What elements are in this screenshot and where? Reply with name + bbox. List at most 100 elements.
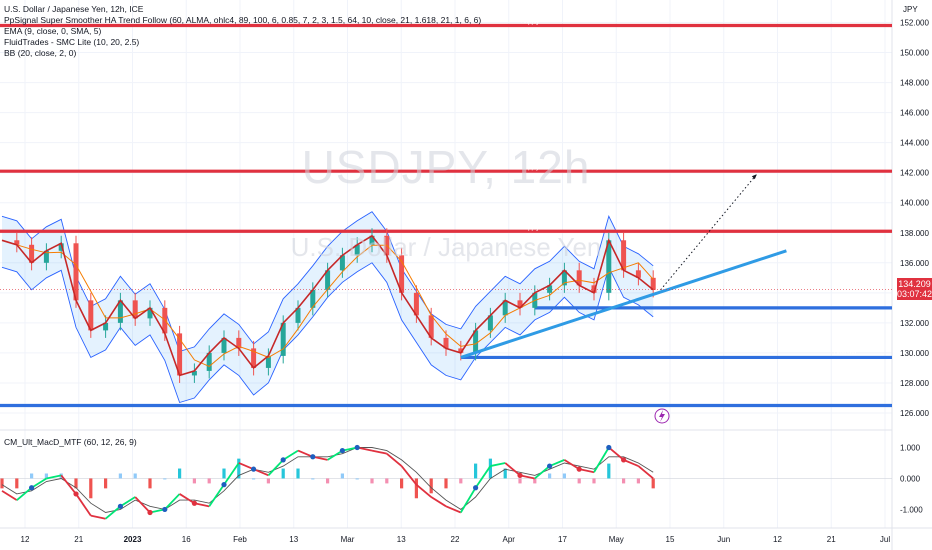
indicator-legend-bb[interactable]: BB (20, close, 2, 0) xyxy=(4,48,77,58)
macd-line-segment xyxy=(31,477,47,489)
macd-histogram-bar xyxy=(326,478,330,484)
macd-line-segment xyxy=(490,462,506,467)
macd-line-segment xyxy=(534,465,551,480)
candle-body xyxy=(280,322,286,356)
macd-line-segment xyxy=(1,490,18,501)
time-tick-label: 2023 xyxy=(124,535,142,544)
macd-histogram-bar xyxy=(518,478,522,484)
price-axis-unit: JPY xyxy=(903,5,918,14)
time-tick-label: Jun xyxy=(717,535,730,544)
candle-body xyxy=(473,330,479,353)
time-tick-label: Jul xyxy=(880,535,890,544)
macd-line-segment xyxy=(179,493,195,504)
macd-cross-dot xyxy=(162,506,168,513)
candle-body xyxy=(354,244,360,256)
time-tick-label: 21 xyxy=(827,535,836,544)
macd-line-segment xyxy=(327,449,343,461)
macd-cross-dot xyxy=(606,444,612,451)
candle-body xyxy=(88,300,94,331)
macd-histogram-bar xyxy=(252,478,256,480)
macd-line-segment xyxy=(504,462,521,477)
candle-body xyxy=(547,285,553,293)
macd-cross-dot xyxy=(29,485,35,491)
candle-body xyxy=(265,355,271,368)
candle-body xyxy=(325,270,331,290)
macd-histogram-bar xyxy=(592,478,596,484)
macd-histogram-bar xyxy=(133,473,137,479)
supply-zone-label: Supply xyxy=(521,225,539,231)
macd-line-segment xyxy=(549,459,565,467)
candle-body xyxy=(502,300,508,316)
macd-cross-dot xyxy=(310,454,316,460)
candle-body xyxy=(458,348,464,353)
candle-body xyxy=(428,315,434,338)
macd-line-segment xyxy=(623,459,639,467)
demand-zone-label: Demand xyxy=(834,351,857,357)
time-tick-label: Apr xyxy=(503,535,516,544)
macd-histogram-bar xyxy=(370,478,374,484)
candle-body xyxy=(369,235,375,245)
macd-histogram-bar xyxy=(15,478,19,489)
macd-line-segment xyxy=(208,484,225,507)
macd-line-segment xyxy=(445,505,462,514)
macd-histogram-bar xyxy=(459,478,463,484)
candle-body xyxy=(561,270,567,286)
current-price-value: 134.209 xyxy=(898,279,931,289)
macd-tick-label: 1.000 xyxy=(900,443,921,452)
symbol-legend: U.S. Dollar / Japanese Yen, 12h, ICE xyxy=(4,4,144,14)
macd-histogram-bar xyxy=(222,468,226,479)
time-tick-label: 21 xyxy=(74,535,83,544)
macd-line-segment xyxy=(75,493,92,517)
macd-line-segment xyxy=(223,462,240,486)
macd-line-segment xyxy=(563,459,580,470)
price-tick-label: 146.000 xyxy=(900,109,929,118)
macd-cross-dot xyxy=(517,472,523,478)
macd-histogram-bar xyxy=(89,478,93,499)
trendline xyxy=(460,249,787,359)
candle-body xyxy=(443,337,449,349)
macd-histogram-bar xyxy=(607,463,611,479)
macd-cross-dot xyxy=(191,500,197,506)
candle-body xyxy=(591,285,597,293)
macd-cross-dot xyxy=(473,485,479,491)
candle-body xyxy=(576,270,582,286)
macd-histogram-bar xyxy=(311,478,315,480)
macd-histogram-bar xyxy=(148,478,152,489)
indicator-legend-ema[interactable]: EMA (9, close, 0, SMA, 5) xyxy=(4,26,102,36)
candle-body xyxy=(58,243,64,251)
macd-cross-dot xyxy=(147,509,153,516)
macd-histogram-bar xyxy=(533,478,537,484)
macd-line-segment xyxy=(105,505,121,520)
candle-body xyxy=(413,292,419,316)
time-tick-label: 16 xyxy=(182,535,191,544)
candle-body xyxy=(251,348,257,368)
candle-body xyxy=(650,277,656,290)
macd-histogram-bar xyxy=(444,478,448,489)
macd-line-segment xyxy=(282,449,299,461)
macd-cross-dot xyxy=(621,457,627,463)
candle-body xyxy=(177,333,183,376)
candle-body xyxy=(43,250,49,263)
candle-body xyxy=(621,240,627,271)
candle-body xyxy=(487,315,493,331)
macd-line-segment xyxy=(430,496,447,508)
lightning-icon[interactable] xyxy=(654,408,670,424)
macd-histogram-bar xyxy=(385,478,389,484)
macd-cross-dot xyxy=(576,466,582,472)
indicator-legend-ppsignal[interactable]: PpSignal Super Smoother HA Trend Follow … xyxy=(4,15,482,25)
indicator-legend-smc[interactable]: FluidTrades - SMC Lite (10, 20, 2.5) xyxy=(4,37,140,47)
time-tick-label: Feb xyxy=(233,535,247,544)
macd-histogram-bar xyxy=(266,478,270,484)
macd-line-segment xyxy=(415,483,432,498)
candle-body xyxy=(14,240,20,245)
supply-zone-label: Supply xyxy=(521,20,539,26)
candle-body xyxy=(117,300,123,323)
macd-line-segment xyxy=(60,474,77,495)
macd-legend[interactable]: CM_Ult_MacD_MTF (60, 12, 26, 9) xyxy=(4,437,137,447)
macd-cross-dot xyxy=(339,447,345,454)
time-tick-label: 13 xyxy=(289,535,298,544)
demand-zone-label: Demand xyxy=(834,399,857,405)
macd-histogram-bar xyxy=(488,458,492,479)
macd-line-segment xyxy=(637,465,654,480)
